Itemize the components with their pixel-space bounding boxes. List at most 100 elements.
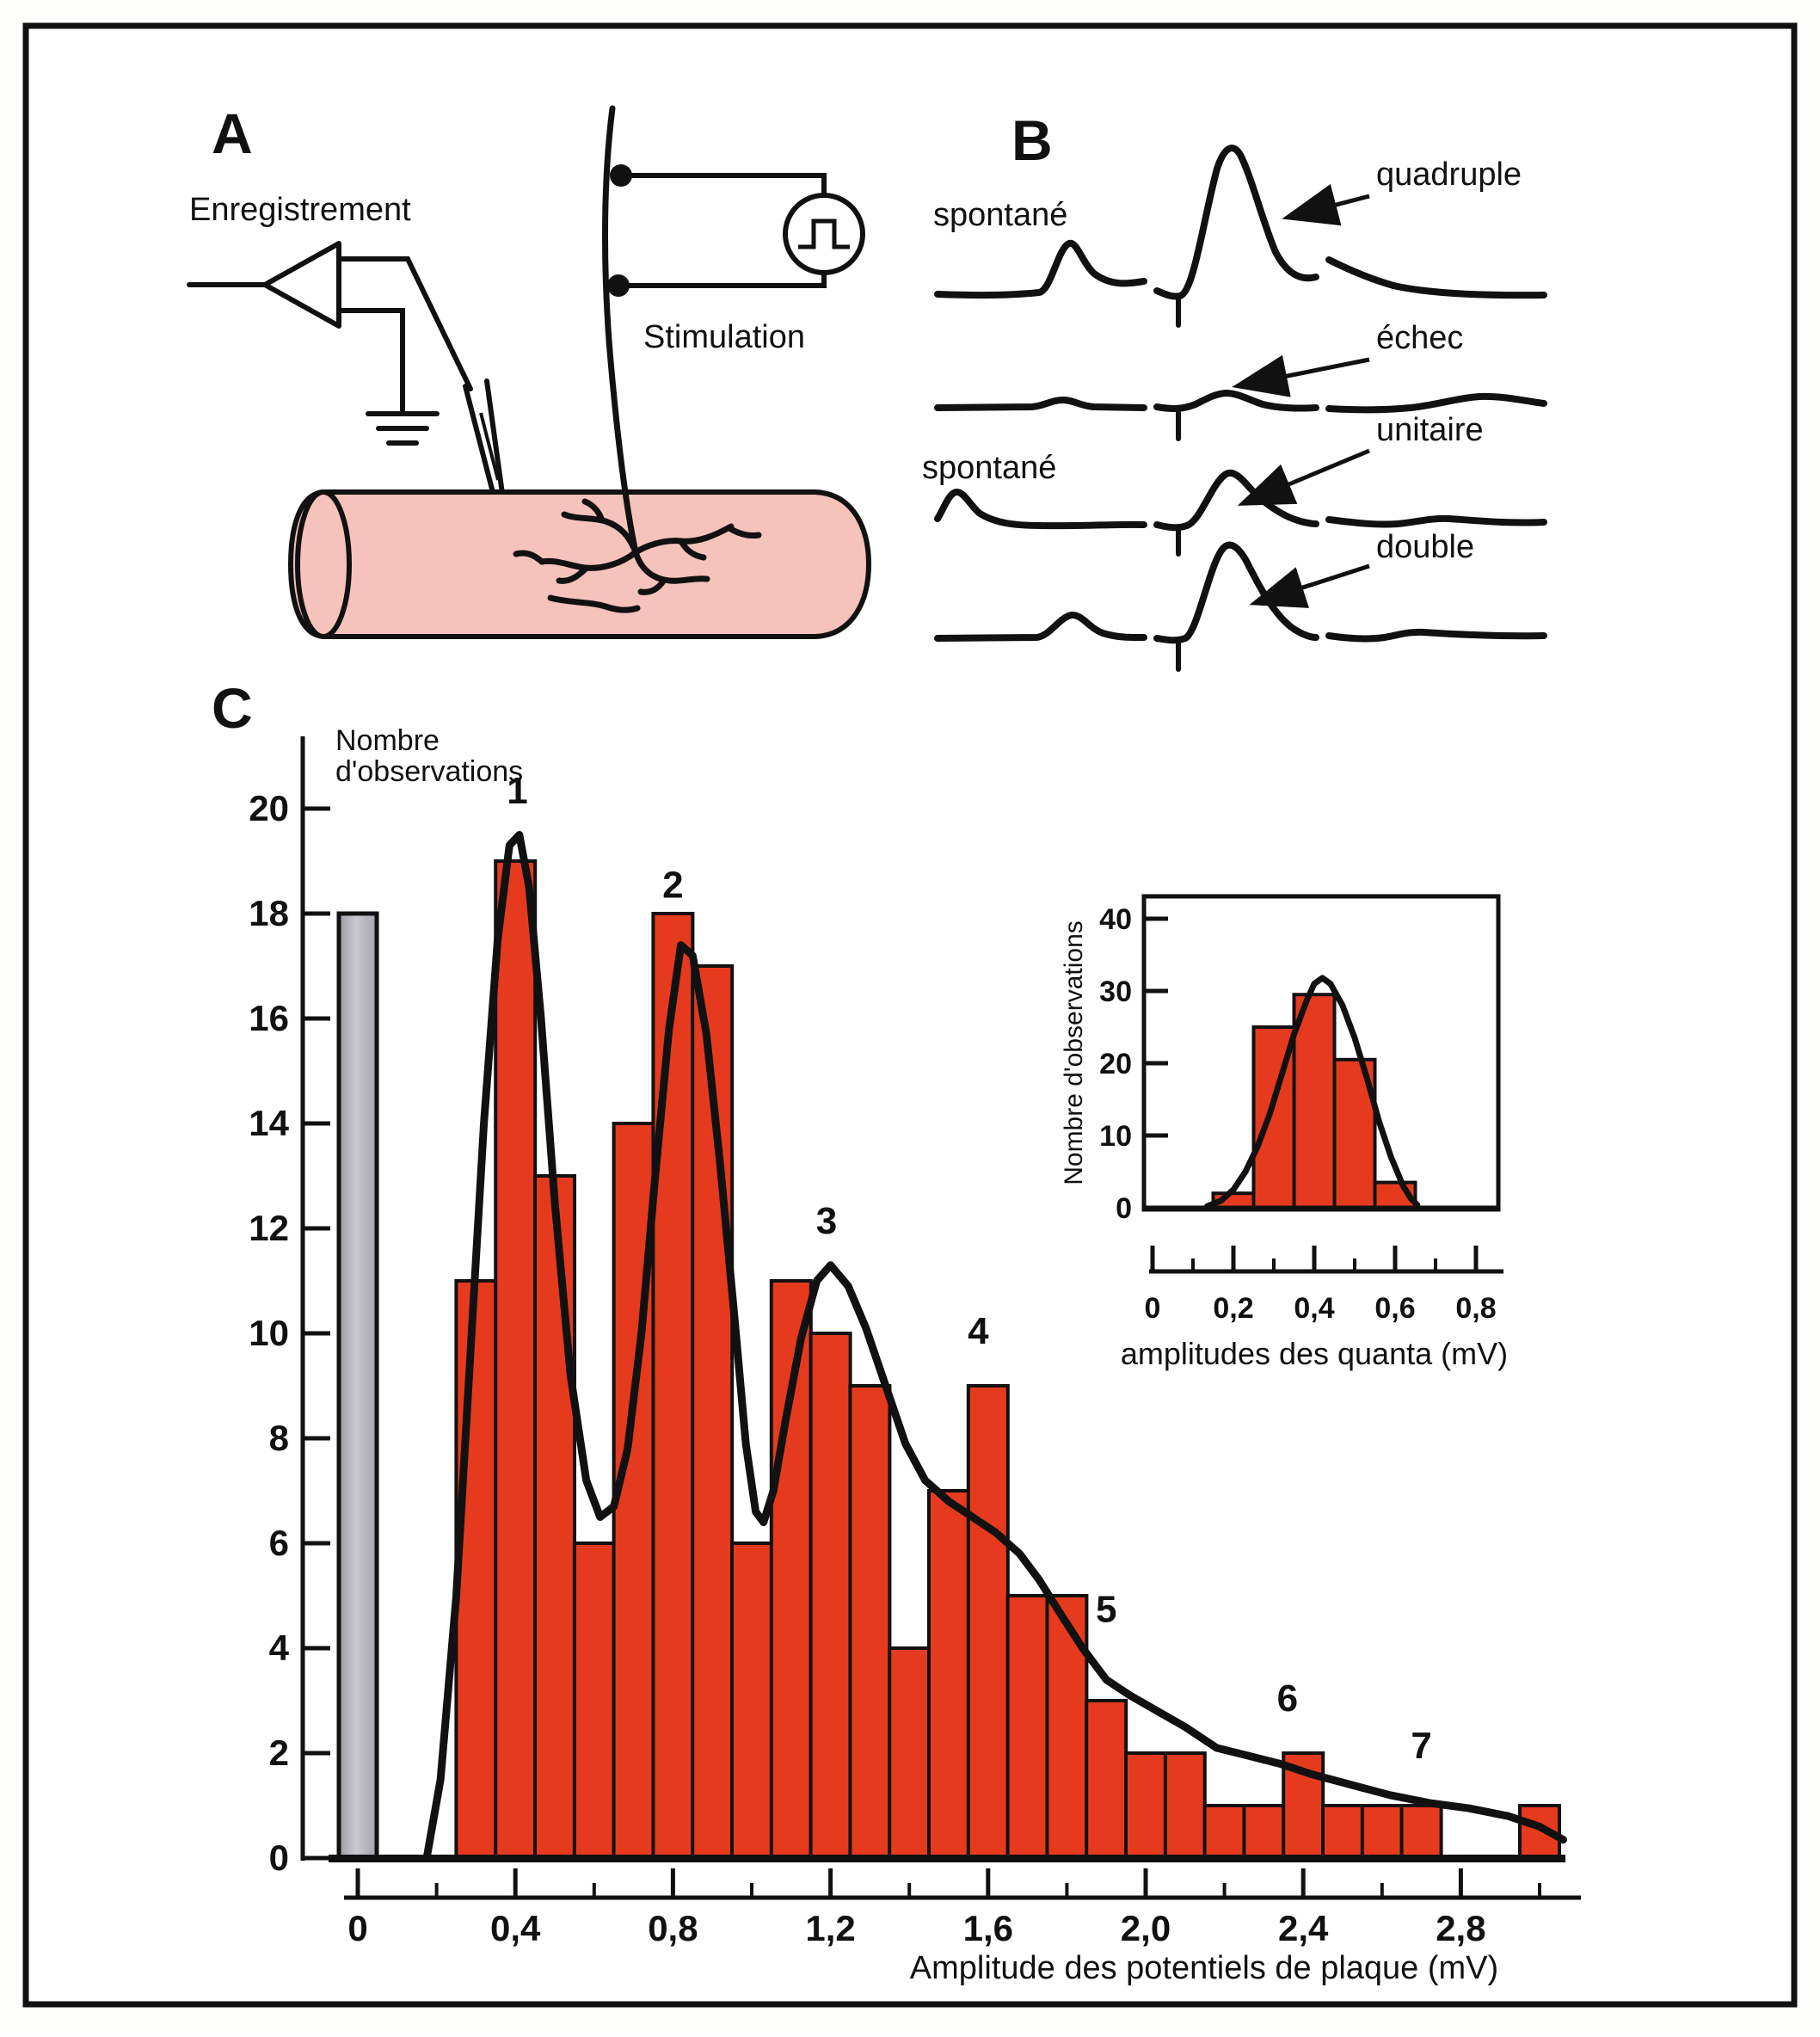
histogram-bar <box>1399 1804 1443 1860</box>
y-tick-label: 8 <box>269 1418 289 1458</box>
histogram-bar <box>1005 1594 1049 1860</box>
peak-number-label: 1 <box>507 770 527 812</box>
y-tick-label: 14 <box>249 1103 289 1143</box>
inset-y-tick-label: 30 <box>1099 975 1132 1008</box>
peak-number-label: 5 <box>1096 1589 1116 1631</box>
trace-segment <box>1325 256 1547 299</box>
histogram-bar <box>494 859 538 1860</box>
y-tick-label: 10 <box>249 1313 289 1353</box>
peak-number-label: 3 <box>816 1200 837 1242</box>
x-tick-label: 2,0 <box>1121 1908 1171 1948</box>
histogram-bar <box>454 1279 498 1860</box>
trace-row-echec: échec <box>934 320 1547 441</box>
trace-annotation: double <box>1376 529 1474 565</box>
x-tick-label: 2,4 <box>1278 1908 1329 1948</box>
x-axis-title: Amplitude des potentiels de plaque (mV) <box>910 1950 1498 1986</box>
trace-segment <box>934 612 1147 642</box>
histogram-bar <box>651 912 695 1860</box>
inset-x-axis-title: amplitudes des quanta (mV) <box>1121 1336 1508 1371</box>
trace-segment <box>1325 628 1547 643</box>
histogram-bar <box>888 1646 932 1860</box>
stimulation-label: Stimulation <box>643 319 805 355</box>
amplifier-icon <box>262 241 341 329</box>
inset-fit-curve <box>1204 975 1421 1209</box>
x-tick-label: 1,2 <box>805 1908 855 1948</box>
trace-segment <box>1153 541 1319 644</box>
trace-segment <box>934 489 1147 530</box>
y-tick-label: 16 <box>249 998 289 1038</box>
inset-y-tick-label: 0 <box>1116 1192 1132 1225</box>
trace-row-double: double <box>934 529 1547 672</box>
electrode-lead <box>336 256 473 391</box>
trace-segment <box>1325 392 1547 414</box>
annotation-arrow <box>1249 563 1370 608</box>
trace-segment <box>934 397 1147 411</box>
peak-number-label: 4 <box>968 1310 989 1352</box>
y-tick-label: 2 <box>269 1732 289 1773</box>
trace-annotation: unitaire <box>1376 412 1484 448</box>
inset-x-tick-label: 0,4 <box>1294 1292 1334 1325</box>
inset-y-tick-label: 10 <box>1099 1120 1132 1153</box>
trace-segment <box>1153 469 1319 532</box>
histogram-bar <box>1202 1804 1246 1860</box>
trace-annotation: échec <box>1376 320 1463 356</box>
histogram-bar <box>730 1542 773 1860</box>
stimulus-wire-bottom <box>616 270 827 288</box>
x-tick-label: 0,8 <box>648 1908 698 1948</box>
inset-y-tick-label: 40 <box>1099 903 1132 936</box>
annotation-arrow <box>1232 354 1370 397</box>
histogram-bar <box>848 1384 892 1860</box>
ground-icon <box>366 411 440 446</box>
inset-y-tick-label: 20 <box>1099 1048 1132 1080</box>
trace-annotation: quadruple <box>1376 157 1522 193</box>
trace-row-unitaire: spontané unitaire <box>922 412 1547 557</box>
histogram-bar <box>927 1489 970 1860</box>
y-axis-title-line1: Nombre <box>335 724 440 757</box>
inset-x-tick-label: 0 <box>1145 1292 1161 1325</box>
inset-histogram: 0 10 20 30 40 0 0,2 0,4 0,6 0,8 <box>1099 894 1503 1325</box>
spontaneous-label: spontané <box>933 197 1067 233</box>
y-tick-label: 20 <box>249 788 289 828</box>
trace-segment <box>1325 514 1547 528</box>
inset-x-tick-label: 0,2 <box>1213 1292 1253 1325</box>
panel-b-label: B <box>1011 108 1053 172</box>
inset-x-tick-label: 0,6 <box>1374 1292 1415 1325</box>
y-tick-label: 12 <box>249 1208 289 1248</box>
peak-number-label: 7 <box>1411 1725 1431 1767</box>
trace-row-quadruple: spontané quadruple <box>933 145 1547 328</box>
histogram-bar <box>1163 1751 1207 1860</box>
y-axis-title-line2: d'observations <box>335 755 523 788</box>
recording-label: Enregistrement <box>189 192 411 228</box>
histogram-bar <box>1321 1804 1364 1860</box>
pulse-generator-icon <box>783 193 865 275</box>
peak-number-label: 2 <box>662 865 683 907</box>
histogram-bar <box>1360 1804 1404 1860</box>
histogram-bar <box>1124 1751 1167 1860</box>
histogram-bar <box>533 1174 576 1860</box>
histogram-bar <box>809 1332 852 1860</box>
nerve-icon <box>602 105 639 556</box>
ground-lead <box>336 308 405 413</box>
fit-curve <box>422 831 1567 1862</box>
x-tick-label: 2,8 <box>1436 1908 1485 1948</box>
failures-bar <box>336 911 379 1861</box>
x-tick-label: 0 <box>347 1908 367 1948</box>
y-tick-label: 4 <box>269 1628 290 1668</box>
panel-c-label: C <box>212 676 253 740</box>
spontaneous-label: spontané <box>922 450 1056 486</box>
panel-a-label: A <box>212 102 253 165</box>
x-tick-label: 0,4 <box>490 1908 541 1948</box>
histogram-bar <box>1045 1594 1089 1860</box>
histogram-bar <box>1242 1804 1286 1860</box>
trace-segment <box>1153 145 1319 300</box>
nerve-terminal-branches <box>513 498 762 613</box>
inset-y-axis-title: Nombre d'observations <box>1060 920 1088 1185</box>
panel-a: A Enregistrement <box>187 102 872 639</box>
trace-segment <box>1153 390 1319 412</box>
y-tick-label: 0 <box>269 1837 289 1878</box>
annotation-arrow <box>1237 448 1370 506</box>
y-tick-label: 18 <box>249 893 289 933</box>
